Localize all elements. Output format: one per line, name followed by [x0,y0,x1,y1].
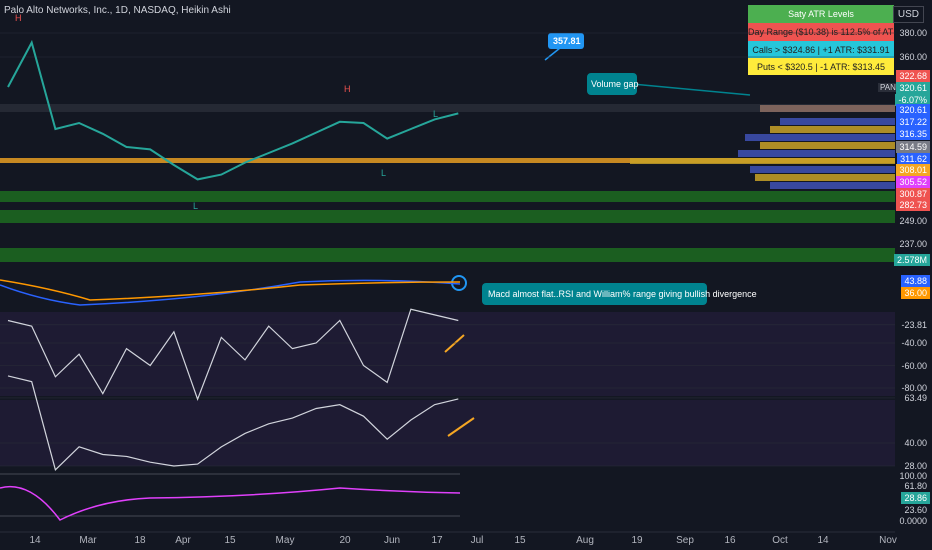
callout-box [587,73,637,95]
trend-sketch [444,334,465,353]
macd-label: 43.88 [901,275,930,287]
y-tick-label: -23.81 [901,319,927,330]
atr-row: Puts < $320.5 | -1 ATR: $313.45 [756,62,885,72]
price-level: 2.578M [893,254,930,266]
series-line [7,39,459,181]
trend-sketch [447,417,475,437]
x-tick-label: 16 [724,535,736,546]
price-level: 282.73 [896,199,930,211]
price-level: 300.87 [896,188,930,200]
currency: USD [892,6,924,23]
stoch-label: 0.0000 [899,516,927,526]
x-tick-label: 15 [224,535,236,546]
atr-row: Day Range ($10.38) is 112.5% of ATR ($9.… [748,27,894,37]
y-tick-label: 360.00 [899,52,927,62]
y-tick-label: 40.00 [904,438,927,448]
zone [0,158,895,163]
stoch-line [0,486,461,521]
panel-bg [0,312,895,396]
series-line [7,375,459,471]
stoch-label: 23.60 [904,505,927,515]
zone [0,191,895,202]
y-tick-label: -60.00 [901,360,927,371]
volume-profile [630,105,895,189]
marker: L [433,109,439,119]
marker: H [15,13,22,23]
x-tick-label: 15 [514,535,526,546]
chart-title: Palo Alto Networks, Inc., 1D, NASDAQ, He… [4,5,231,16]
price-level: 317.22 [896,116,930,128]
marker: L [381,168,387,178]
signal-line [0,279,461,301]
callout-text: Volume gap [591,79,639,89]
x-tick-label: Jul [470,535,484,546]
price-level: 237.00 [899,239,927,249]
marker: L [193,201,199,211]
series-line [7,308,459,401]
price-level: 308.01 [896,164,930,176]
price-level: 311.62 [897,153,930,165]
x-tick-label: Apr [175,535,191,546]
x-tick-label: 20 [339,535,351,546]
price-level: -6.07% [895,94,930,106]
price-level: 314.59 [896,141,930,153]
callout-pointer [544,47,561,61]
atr-title: Saty ATR Levels [788,9,854,19]
callout-box [548,33,584,49]
zone [0,104,895,112]
price-level: 316.35 [896,128,930,140]
stoch-label: 61.80 [904,481,927,491]
y-tick-label: 380.00 [899,28,927,38]
stoch-label: 28.86 [901,492,930,504]
price-level: 320.61 [896,104,930,116]
macd-label: 36.00 [901,287,930,299]
price-level: 320.61 [896,82,930,94]
ticker-tag: PANW [878,83,906,92]
macd-line [0,279,461,306]
y-tick-label: 63.49 [904,392,927,403]
x-tick-label: 14 [29,535,41,546]
x-tick-label: 19 [631,535,643,546]
x-tick-label: May [275,535,295,546]
y-tick-label: 28.00 [904,461,927,471]
price-level: 305.52 [896,176,930,188]
zone [0,248,895,262]
stoch-label: 100.00 [899,471,927,481]
y-tick-label: -80.00 [901,383,927,393]
callout-text: Macd almost flat..RSI and William% range… [488,289,757,299]
x-tick-label: Aug [576,535,594,546]
y-tick-label: -40.00 [901,338,927,348]
x-tick-label: Sep [676,535,694,546]
x-tick-label: Oct [772,535,788,546]
x-tick-label: 17 [431,535,443,546]
x-tick-label: 18 [134,535,146,546]
atr-row: Calls > $324.86 | +1 ATR: $331.91 [752,45,890,55]
x-tick-label: Nov [879,535,897,546]
zone [0,210,895,223]
x-tick-label: 14 [817,535,829,546]
price-level: 249.00 [899,216,927,226]
x-tick-label: Jun [383,535,401,546]
price-level: 322.68 [896,70,930,82]
panel-bg [0,400,895,466]
x-tick-label: Mar [79,535,97,546]
callout-box [482,283,707,305]
callout-text: 357.81 [553,36,581,46]
marker: H [344,84,351,94]
callout-pointer [631,83,751,96]
